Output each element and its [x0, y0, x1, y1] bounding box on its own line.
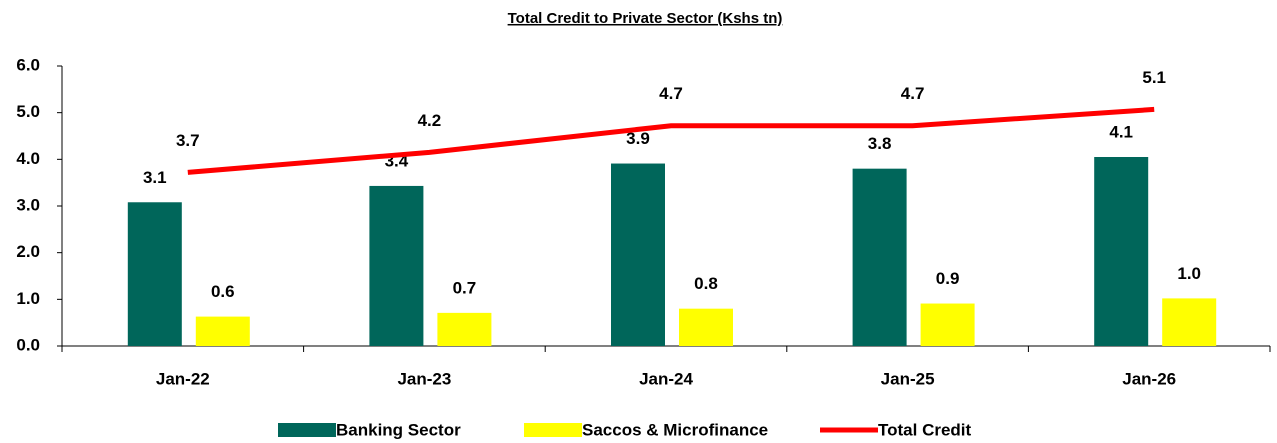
x-tick-label: Jan-23 — [397, 369, 451, 388]
bar — [920, 303, 975, 346]
legend-swatch — [278, 423, 336, 437]
value-label: 0.6 — [211, 282, 235, 301]
bar — [1162, 298, 1217, 346]
value-label: 4.7 — [901, 84, 925, 103]
bar — [437, 312, 492, 346]
y-tick-label: 3.0 — [16, 195, 40, 214]
legend-swatch — [524, 423, 582, 437]
y-tick-label: 6.0 — [16, 55, 40, 74]
bar — [852, 168, 907, 346]
bar — [679, 308, 733, 346]
bar — [195, 316, 250, 346]
y-tick-label: 0.0 — [16, 335, 40, 354]
y-tick-label: 2.0 — [16, 242, 40, 261]
value-label: 0.8 — [694, 274, 718, 293]
bar — [1094, 157, 1149, 346]
value-label: 4.2 — [418, 111, 442, 130]
x-tick-label: Jan-25 — [881, 369, 935, 388]
value-label: 0.9 — [936, 269, 960, 288]
value-label: 1.0 — [1177, 264, 1201, 283]
legend-label: Saccos & Microfinance — [582, 420, 768, 439]
line — [187, 106, 1155, 175]
x-tick-label: Jan-26 — [1122, 369, 1176, 388]
y-tick-label: 1.0 — [16, 289, 40, 308]
value-label: 0.7 — [453, 278, 477, 297]
bar — [369, 185, 424, 346]
value-label: 3.8 — [868, 134, 892, 153]
x-tick-label: Jan-24 — [639, 369, 693, 388]
bar — [611, 163, 665, 346]
y-tick-label: 5.0 — [16, 102, 40, 121]
value-label: 3.9 — [626, 129, 650, 148]
bar — [127, 202, 182, 346]
chart-title: Total Credit to Private Sector (Kshs tn) — [508, 10, 783, 27]
legend-label: Total Credit — [878, 420, 972, 439]
value-label: 5.1 — [1142, 68, 1166, 87]
value-label: 3.7 — [176, 131, 200, 150]
legend-label: Banking Sector — [336, 420, 461, 439]
value-label: 4.1 — [1109, 122, 1133, 141]
value-label: 4.7 — [659, 84, 683, 103]
x-tick-label: Jan-22 — [156, 369, 210, 388]
y-tick-label: 4.0 — [16, 149, 40, 168]
value-label: 3.1 — [143, 168, 167, 187]
